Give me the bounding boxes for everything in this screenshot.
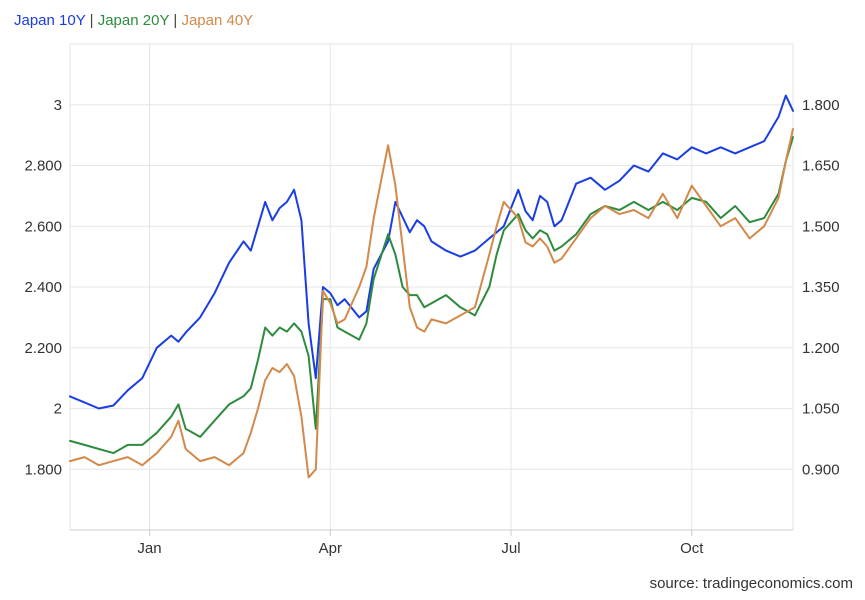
right-axis-tick-label: 1.350 [802, 279, 840, 296]
right-axis-tick-label: 0.900 [802, 461, 840, 478]
left-axis-tick-label: 1.800 [24, 461, 62, 478]
right-axis-tick-label: 1.050 [802, 401, 840, 418]
x-axis-tick-label: Apr [319, 540, 342, 557]
legend-item-japan-10y[interactable]: Japan 10Y [14, 12, 86, 29]
legend-item-japan-20y[interactable]: Japan 20Y [97, 12, 170, 29]
series-line-japan-40y [69, 128, 794, 479]
legend-separator: | [173, 12, 178, 29]
x-axis-tick-label: Oct [680, 540, 704, 557]
source-note: source: tradingeconomics.com [649, 575, 853, 592]
left-axis-tick-label: 2.200 [24, 340, 62, 357]
left-axis-tick-label: 2 [54, 401, 62, 418]
legend-item-japan-40y[interactable]: Japan 40Y [181, 12, 254, 29]
x-axis-tick-label: Jul [501, 540, 520, 557]
left-axis-tick-label: 2.600 [24, 218, 62, 235]
right-axis-tick-label: 1.650 [802, 158, 840, 175]
x-axis-tick-label: Jan [137, 540, 161, 557]
left-axis-tick-label: 3 [54, 97, 62, 114]
left-axis-tick-label: 2.800 [24, 158, 62, 175]
right-axis-tick-label: 1.800 [802, 97, 840, 114]
left-axis-tick-label: 2.400 [24, 279, 62, 296]
right-axis-tick-label: 1.500 [802, 218, 840, 235]
chart-legend: Japan 10Y | Japan 20Y | Japan 40Y [14, 12, 253, 29]
right-axis-tick-label: 1.200 [802, 340, 840, 357]
legend-separator: | [89, 12, 94, 29]
series-line-japan-10y [69, 94, 794, 410]
series-line-japan-20y [69, 136, 794, 455]
